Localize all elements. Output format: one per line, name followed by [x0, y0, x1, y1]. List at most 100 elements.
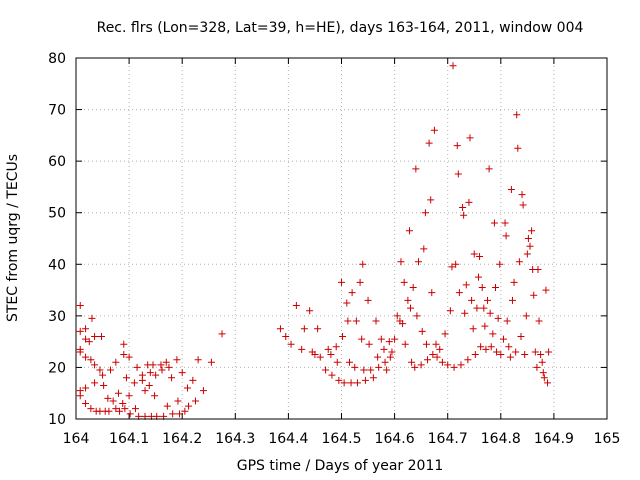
- data-point: [428, 289, 436, 297]
- data-point: [157, 361, 165, 369]
- data-point: [494, 314, 502, 322]
- data-point: [471, 351, 479, 359]
- data-point: [429, 351, 437, 359]
- data-point: [316, 353, 324, 361]
- data-point: [462, 281, 470, 289]
- y-axis-ticks: 10 20 30 40 50 60 70 80: [48, 51, 607, 428]
- data-point: [453, 142, 461, 150]
- data-point: [338, 278, 345, 286]
- data-point: [96, 366, 104, 374]
- data-point: [174, 397, 182, 405]
- data-point: [163, 402, 171, 410]
- data-point: [507, 186, 515, 194]
- data-point: [333, 358, 341, 366]
- data-point: [482, 345, 490, 353]
- data-point: [530, 291, 538, 299]
- data-point: [485, 165, 493, 173]
- data-point: [505, 343, 513, 351]
- data-point: [300, 325, 308, 333]
- data-point: [194, 356, 202, 364]
- data-point: [292, 302, 300, 310]
- data-point: [374, 353, 382, 361]
- data-point: [411, 363, 419, 371]
- data-point: [112, 358, 120, 366]
- x-tick-label: 164.2: [162, 431, 202, 447]
- data-point: [151, 392, 159, 400]
- data-point: [146, 369, 154, 377]
- data-point: [356, 278, 364, 286]
- data-point: [76, 392, 84, 400]
- y-tick-label: 50: [48, 206, 66, 222]
- data-point: [191, 397, 199, 405]
- x-tick-label: 165: [594, 431, 621, 447]
- data-point: [82, 353, 90, 361]
- data-point: [391, 335, 399, 343]
- data-point: [335, 376, 343, 384]
- x-axis-title: GPS time / Days of year 2011: [237, 458, 444, 474]
- data-point: [130, 379, 138, 387]
- data-point: [375, 363, 383, 371]
- data-point: [141, 387, 149, 395]
- data-point: [120, 340, 128, 348]
- data-point: [120, 351, 128, 359]
- data-point: [433, 353, 441, 361]
- data-point: [122, 374, 130, 382]
- data-point: [454, 170, 462, 178]
- data-point: [85, 338, 93, 346]
- y-tick-label: 30: [48, 309, 66, 325]
- data-point: [383, 366, 391, 374]
- data-point: [501, 219, 509, 227]
- data-point: [540, 374, 548, 382]
- data-point: [477, 343, 485, 351]
- data-point: [524, 235, 532, 242]
- y-tick-label: 60: [48, 154, 66, 170]
- data-point: [332, 343, 340, 351]
- data-point: [401, 340, 409, 348]
- data-point: [82, 400, 90, 408]
- data-point: [512, 348, 520, 356]
- data-point: [125, 392, 133, 400]
- x-tick-label: 164.4: [268, 431, 308, 447]
- data-point: [441, 330, 449, 338]
- data-point: [348, 289, 356, 297]
- data-point: [104, 394, 112, 402]
- plot-frame: [75, 57, 608, 420]
- data-point: [149, 361, 157, 369]
- data-point: [528, 227, 536, 235]
- data-point: [364, 296, 372, 304]
- data-point: [448, 263, 456, 271]
- y-tick-label: 40: [48, 257, 66, 273]
- data-point: [176, 410, 184, 418]
- data-point: [425, 139, 433, 147]
- data-point: [76, 302, 84, 310]
- data-point: [112, 405, 120, 413]
- data-point: [518, 191, 526, 199]
- data-point: [91, 332, 99, 340]
- data-point: [538, 358, 546, 366]
- data-point: [459, 204, 467, 212]
- data-point: [506, 353, 514, 361]
- x-tick-label: 164.1: [109, 431, 149, 447]
- data-point: [386, 353, 394, 361]
- y-axis-title: STEC from uqrg / TECUs: [5, 154, 21, 322]
- data-point: [537, 351, 545, 359]
- data-point: [158, 366, 166, 374]
- data-point: [457, 361, 465, 369]
- data-point: [82, 384, 90, 392]
- data-point: [76, 327, 84, 335]
- data-point: [97, 332, 105, 340]
- data-point: [466, 134, 474, 142]
- data-point: [218, 330, 226, 338]
- x-tick-label: 164.8: [481, 431, 521, 447]
- data-point: [82, 325, 90, 333]
- data-point: [340, 379, 348, 387]
- data-point: [76, 348, 84, 356]
- data-point: [476, 253, 484, 261]
- data-point: [181, 407, 189, 415]
- data-point: [491, 283, 499, 291]
- chart-title: Rec. flrs (Lon=328, Lat=39, h=HE), days …: [97, 20, 584, 36]
- data-point: [487, 343, 495, 351]
- data-point: [474, 273, 482, 281]
- data-point: [420, 245, 428, 253]
- data-point: [490, 219, 498, 227]
